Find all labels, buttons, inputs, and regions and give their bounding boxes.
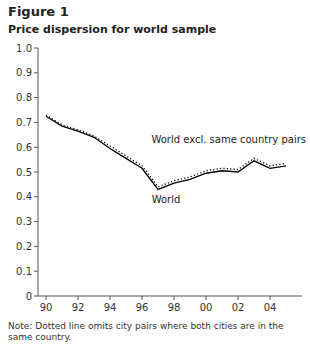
y-tick-label: 0.1 — [16, 266, 32, 277]
plot-area — [46, 115, 286, 189]
x-tick-label: 94 — [104, 302, 117, 313]
y-tick — [34, 48, 38, 49]
y-tick-label: 0.5 — [16, 167, 32, 178]
line — [46, 116, 286, 189]
annotation: World excl. same country pairs — [151, 134, 306, 145]
annotation: World — [152, 194, 181, 205]
title: Figure 1 — [8, 4, 69, 19]
note: Note: Dotted line omits city pairs where… — [8, 321, 284, 342]
y-tick-label: 0.8 — [16, 92, 32, 103]
x-tick — [238, 296, 239, 300]
x-tick — [142, 296, 143, 300]
y-tick-label: 1.0 — [16, 43, 32, 54]
y-tick-label: 0 — [26, 291, 32, 302]
y-tick — [34, 271, 38, 272]
x-tick-label: 02 — [232, 302, 245, 313]
x-tick — [206, 296, 207, 300]
x-tick — [174, 296, 175, 300]
x-tick — [46, 296, 47, 300]
x-tick — [110, 296, 111, 300]
line — [46, 115, 286, 187]
x-tick-label: 98 — [168, 302, 181, 313]
y-tick — [34, 147, 38, 148]
y-tick-label: 0.9 — [16, 67, 32, 78]
y-tick — [34, 196, 38, 197]
y-tick-label: 0.2 — [16, 241, 32, 252]
y-tick — [34, 72, 38, 73]
x-tick — [78, 296, 79, 300]
y-tick-label: 0.6 — [16, 142, 32, 153]
y-tick — [34, 296, 38, 297]
y-tick — [34, 246, 38, 247]
x-tick — [270, 296, 271, 300]
chart: Figure 1 Price dispersion for world sampl… — [0, 0, 310, 346]
y-tick — [34, 122, 38, 123]
x-tick-label: 04 — [264, 302, 277, 313]
subtitle: Price dispersion for world sample — [8, 23, 216, 36]
y-tick — [34, 221, 38, 222]
x-tick-label: 90 — [40, 302, 53, 313]
y-tick — [34, 172, 38, 173]
y-tick-label: 0.7 — [16, 117, 32, 128]
y-tick-label: 0.3 — [16, 216, 32, 227]
y-tick — [34, 97, 38, 98]
x-tick-label: 96 — [136, 302, 149, 313]
x-tick-label: 92 — [72, 302, 85, 313]
y-tick-label: 0.4 — [16, 191, 32, 202]
x-tick-label: 00 — [200, 302, 213, 313]
